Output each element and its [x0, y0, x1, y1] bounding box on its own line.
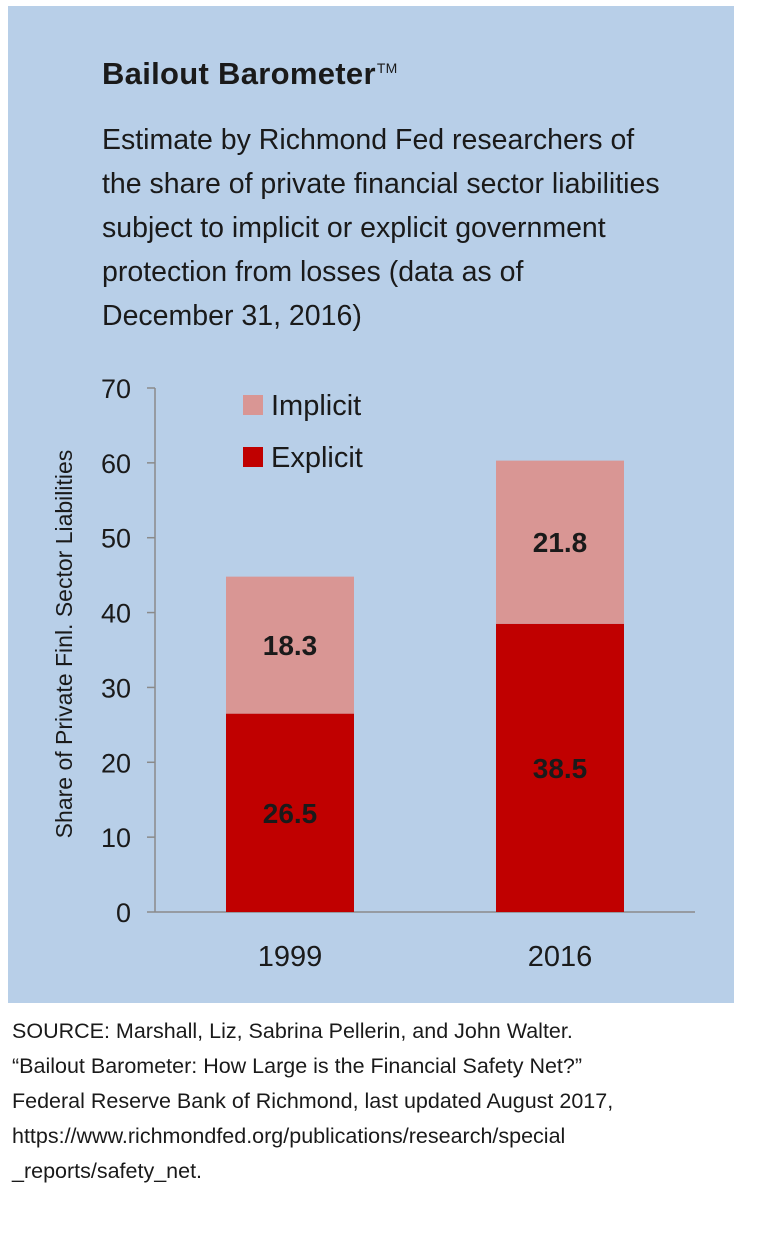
bar-implicit-1999	[226, 576, 354, 714]
source-note: SOURCE: Marshall, Liz, Sabrina Pellerin,…	[12, 1014, 772, 1189]
legend-swatch-implicit	[243, 395, 263, 415]
x-tick-label: 1999	[258, 941, 323, 973]
y-tick-label: 40	[101, 599, 131, 629]
y-axis-title: Share of Private Finl. Sector Liabilitie…	[51, 450, 77, 839]
chart-title-text: Bailout Barometer	[102, 56, 376, 91]
data-label-implicit-1999: 18.3	[263, 630, 318, 661]
chart-title: Bailout BarometerTM	[102, 56, 398, 92]
legend-label-implicit: Implicit	[271, 390, 361, 422]
y-tick-label: 70	[101, 374, 131, 404]
bar-explicit-2016	[496, 623, 624, 912]
legend-swatch-explicit	[243, 447, 263, 467]
source-line: _reports/safety_net.	[12, 1159, 203, 1183]
y-tick-label: 10	[101, 823, 131, 853]
y-tick-label: 0	[116, 898, 131, 928]
trademark-mark: TM	[376, 59, 398, 76]
chart-subtitle: Estimate by Richmond Fed researchers of …	[102, 124, 660, 332]
bar-implicit-2016	[496, 460, 624, 624]
source-line: “Bailout Barometer: How Large is the Fin…	[12, 1054, 583, 1078]
stacked-bar-chart: 0 10 20 30 40 50 60 70 Share of Private Finl. Se…	[51, 374, 695, 973]
x-tick-label: 2016	[528, 941, 593, 973]
source-line: Federal Reserve Bank of Richmond, last u…	[12, 1089, 614, 1113]
y-tick-label: 20	[101, 748, 131, 778]
y-tick-label: 30	[101, 673, 131, 703]
data-label-explicit-2016: 38.5	[533, 753, 588, 784]
source-line: SOURCE: Marshall, Liz, Sabrina Pellerin,…	[12, 1019, 573, 1043]
y-tick-label: 50	[101, 524, 131, 554]
data-label-implicit-2016: 21.8	[533, 527, 588, 558]
legend-label-explicit: Explicit	[271, 442, 363, 474]
data-label-explicit-1999: 26.5	[263, 798, 318, 829]
bar-explicit-1999	[226, 713, 354, 912]
y-tick-label: 60	[101, 449, 131, 479]
source-line: https://www.richmondfed.org/publications…	[12, 1124, 566, 1148]
